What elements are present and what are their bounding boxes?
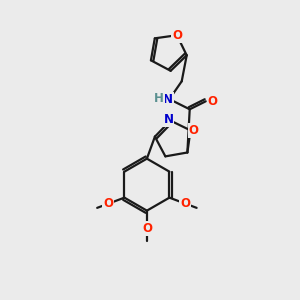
Text: O: O — [172, 29, 182, 42]
Text: O: O — [208, 95, 218, 108]
Text: N: N — [163, 93, 173, 106]
Text: O: O — [103, 197, 113, 210]
Text: H: H — [154, 92, 164, 105]
Text: O: O — [188, 124, 199, 137]
Text: O: O — [180, 197, 190, 210]
Text: O: O — [142, 222, 152, 235]
Text: N: N — [164, 113, 173, 126]
